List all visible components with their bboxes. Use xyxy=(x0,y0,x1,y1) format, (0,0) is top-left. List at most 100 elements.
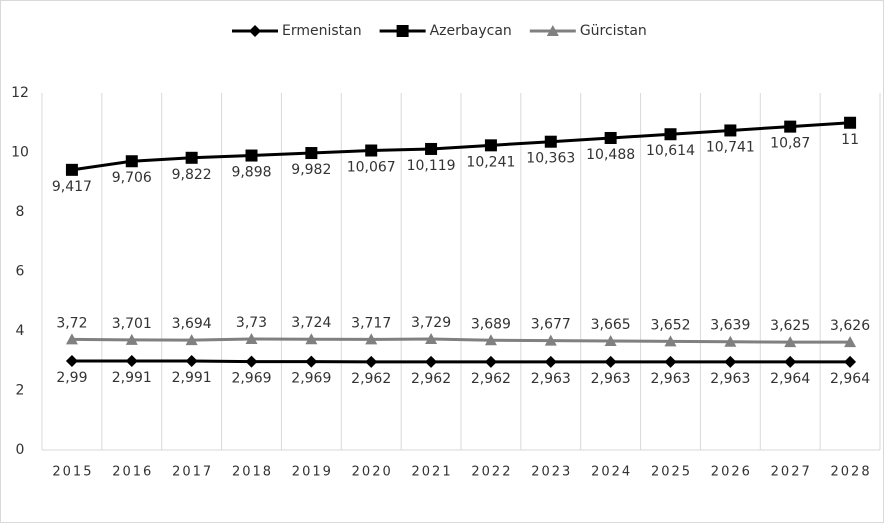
data-point xyxy=(784,355,797,368)
x-tick-label: 2025 xyxy=(651,465,692,480)
data-label: 9,706 xyxy=(112,170,152,186)
legend-marker xyxy=(546,25,559,36)
data-point xyxy=(425,333,438,345)
data-point xyxy=(365,355,378,368)
y-tick-label: 12 xyxy=(11,85,29,101)
data-point xyxy=(125,333,138,345)
data-label: 3,72 xyxy=(56,315,87,331)
data-label: 2,99 xyxy=(56,370,87,386)
data-label: 3,625 xyxy=(770,318,810,334)
data-point xyxy=(305,355,318,368)
data-label: 3,701 xyxy=(112,316,152,332)
data-label: 9,417 xyxy=(52,179,92,195)
x-tick-label: 2028 xyxy=(831,465,872,480)
data-label: 3,729 xyxy=(411,315,451,331)
data-label: 10,741 xyxy=(706,139,755,155)
data-point xyxy=(65,333,78,345)
data-point xyxy=(125,155,138,168)
data-point xyxy=(604,355,617,368)
y-tick-label: 8 xyxy=(16,204,25,220)
data-label: 2,969 xyxy=(291,371,331,387)
series-line xyxy=(71,359,851,364)
data-point xyxy=(784,336,797,348)
data-point xyxy=(425,355,438,368)
y-tick-label: 0 xyxy=(16,442,25,458)
data-point xyxy=(544,355,557,368)
x-tick-label: 2017 xyxy=(172,465,213,480)
data-point xyxy=(365,333,378,345)
data-label: 11 xyxy=(841,132,859,148)
x-tick-label: 2020 xyxy=(352,465,393,480)
data-point xyxy=(784,120,797,133)
data-label: 10,241 xyxy=(466,154,515,170)
data-point xyxy=(125,355,138,368)
data-label: 10,488 xyxy=(586,147,635,163)
data-label: 10,067 xyxy=(347,160,396,176)
data-point xyxy=(65,355,78,368)
legend-marker xyxy=(249,25,261,37)
data-label: 9,898 xyxy=(231,165,271,181)
data-point xyxy=(245,355,258,368)
x-tick-label: 2019 xyxy=(292,465,333,480)
data-label: 10,87 xyxy=(770,136,810,152)
data-point xyxy=(664,128,677,141)
data-label: 2,962 xyxy=(471,371,511,387)
data-point xyxy=(604,334,617,346)
legend-label: Ermenistan xyxy=(282,23,362,39)
y-tick-label: 4 xyxy=(16,323,25,339)
data-label: 3,626 xyxy=(830,318,870,334)
x-tick-label: 2023 xyxy=(531,465,572,480)
x-tick-label: 2015 xyxy=(52,465,93,480)
data-label: 2,963 xyxy=(531,371,571,387)
x-tick-label: 2022 xyxy=(471,465,512,480)
data-point xyxy=(604,131,617,144)
data-point xyxy=(724,124,737,137)
data-point xyxy=(544,334,557,346)
data-point xyxy=(664,335,677,347)
legend-label: Azerbaycan xyxy=(430,23,512,39)
data-point xyxy=(425,142,438,155)
data-point xyxy=(844,116,857,129)
data-label: 9,982 xyxy=(291,162,331,178)
data-label: 2,963 xyxy=(710,371,750,387)
data-point xyxy=(664,355,677,368)
series-line xyxy=(71,121,851,172)
data-point xyxy=(544,135,557,148)
data-point xyxy=(844,355,857,368)
data-label: 2,991 xyxy=(112,370,152,386)
data-point xyxy=(724,355,737,368)
data-label: 10,614 xyxy=(646,143,695,159)
data-point xyxy=(305,333,318,345)
data-label: 3,689 xyxy=(471,316,511,332)
y-tick-label: 10 xyxy=(11,145,29,161)
data-point xyxy=(724,335,737,347)
data-point xyxy=(844,336,857,348)
data-label: 3,639 xyxy=(710,318,750,334)
x-tick-label: 2024 xyxy=(591,465,632,480)
x-tick-label: 2026 xyxy=(711,465,752,480)
data-point xyxy=(185,355,198,368)
data-label: 3,724 xyxy=(291,315,331,331)
data-point xyxy=(245,333,258,345)
legend-marker xyxy=(396,25,409,37)
x-tick-label: 2021 xyxy=(412,465,453,480)
legend-label: Gürcistan xyxy=(580,23,647,39)
data-label: 2,964 xyxy=(830,371,870,387)
data-label: 3,652 xyxy=(650,317,690,333)
series-line xyxy=(71,337,851,344)
data-point xyxy=(484,139,497,152)
data-label: 2,964 xyxy=(770,371,810,387)
data-label: 2,991 xyxy=(172,370,212,386)
data-label: 2,963 xyxy=(591,371,631,387)
data-label: 10,119 xyxy=(407,158,456,174)
data-label: 2,962 xyxy=(411,371,451,387)
data-label: 9,822 xyxy=(172,167,212,183)
data-label: 2,963 xyxy=(650,371,690,387)
data-label: 2,962 xyxy=(351,371,391,387)
data-point xyxy=(65,163,78,176)
data-point xyxy=(245,149,258,162)
data-label: 10,363 xyxy=(526,151,575,167)
